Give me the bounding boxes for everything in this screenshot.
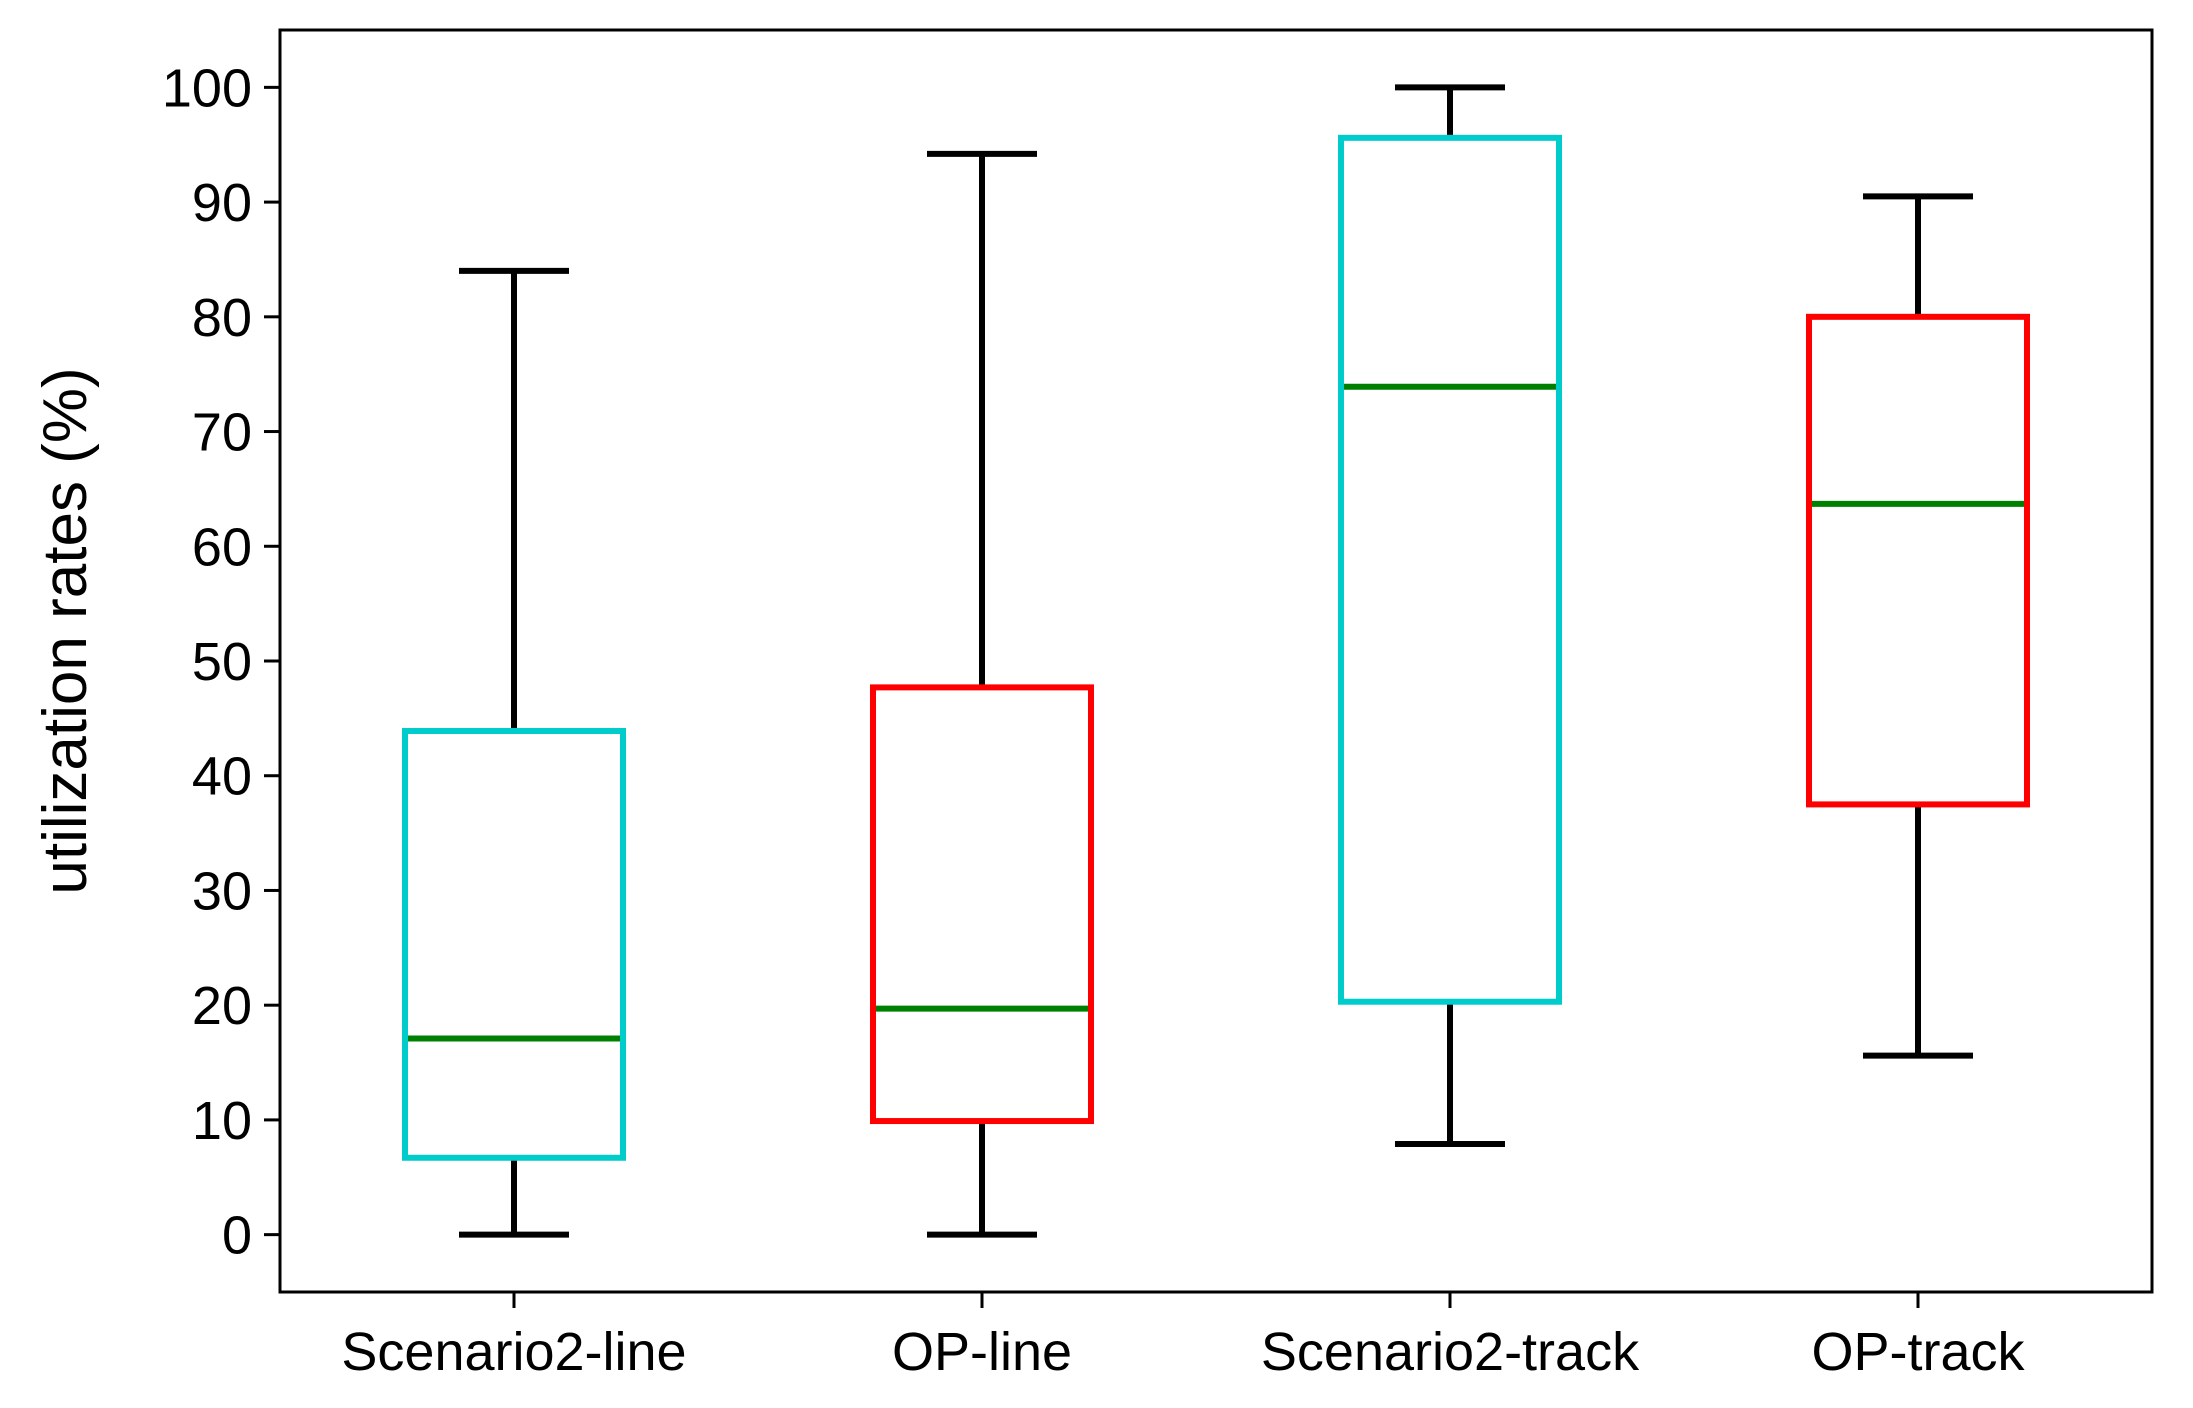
iqr-box [1806, 313, 2030, 808]
y-tick-label: 70 [192, 403, 252, 463]
x-tick-label: OP-line [892, 1322, 1072, 1382]
box-group [1806, 193, 2030, 1059]
y-axis-title: utilization rates (%) [31, 367, 100, 894]
x-tick-label: Scenario2-line [341, 1322, 686, 1382]
boxes-layer [402, 84, 2030, 1238]
y-tick-label: 20 [192, 976, 252, 1036]
x-axis: Scenario2-line OP-line Scenario2-track OP-t… [341, 1292, 2026, 1382]
box-group [1338, 84, 1562, 1148]
y-tick-label: 40 [192, 747, 252, 807]
y-tick-label: 100 [162, 58, 252, 118]
x-tick-label: Scenario2-track [1261, 1322, 1640, 1382]
y-tick-label: 60 [192, 517, 252, 577]
y-tick-label: 80 [192, 288, 252, 348]
y-tick-label: 50 [192, 632, 252, 692]
y-tick-label: 10 [192, 1091, 252, 1151]
y-tick-label: 90 [192, 173, 252, 233]
box-group [870, 150, 1094, 1238]
iqr-box [870, 684, 1094, 1125]
x-tick-label: OP-track [1811, 1322, 2025, 1382]
iqr-box [402, 727, 626, 1161]
iqr-box [1338, 134, 1562, 1005]
y-tick-label: 30 [192, 861, 252, 921]
y-tick-label: 0 [222, 1206, 252, 1266]
box-group [402, 267, 626, 1238]
y-axis: 0 10 20 30 40 50 60 70 80 90 100 [162, 58, 280, 1266]
